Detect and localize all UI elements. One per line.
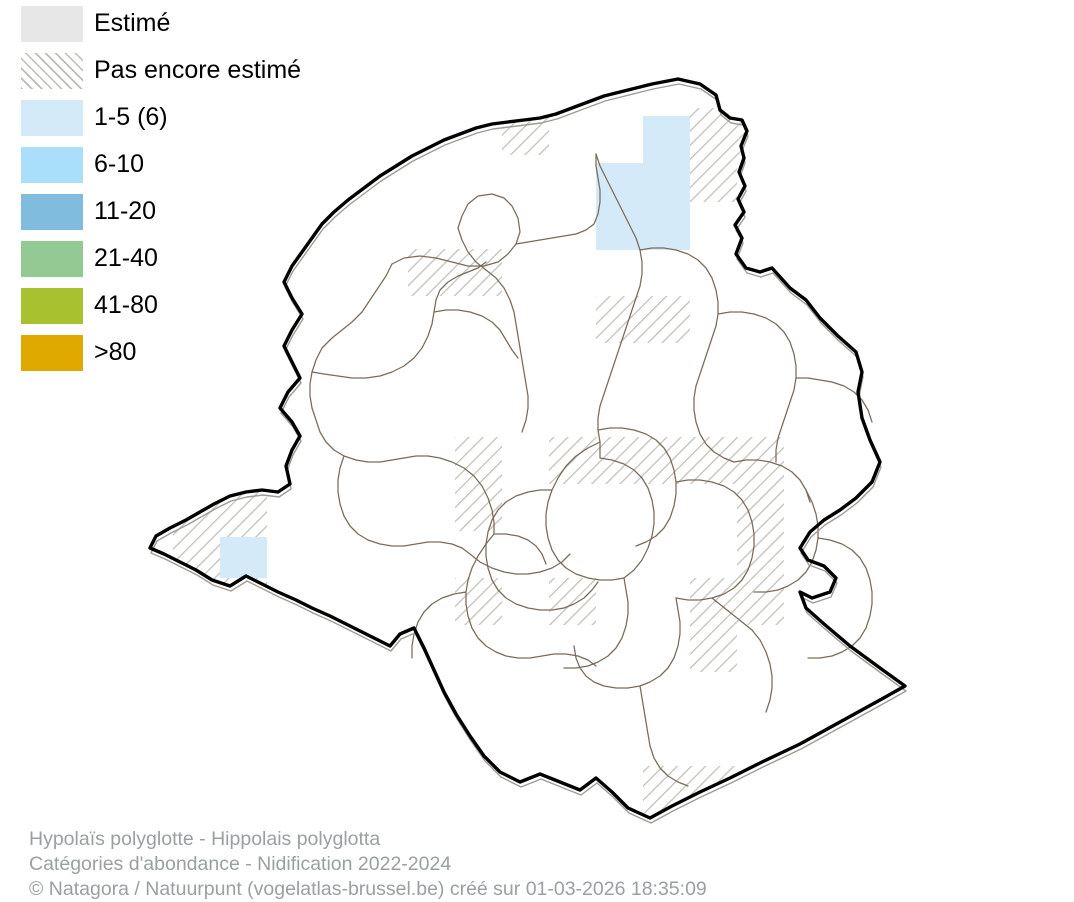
map-cell-not-estimated [596, 296, 690, 343]
legend-item[interactable]: >80 [0, 329, 330, 376]
map-cell-abundance[interactable] [596, 210, 690, 250]
legend-swatch-over-80 [21, 334, 83, 371]
legend-swatch-6-10 [21, 146, 83, 183]
legend-label: >80 [94, 338, 137, 366]
region-outline [148, 77, 907, 820]
map-cell-not-estimated [502, 108, 549, 155]
map-cell-not-estimated [690, 155, 737, 202]
map-cell-not-estimated [690, 437, 784, 484]
legend-item[interactable]: 41-80 [0, 282, 330, 329]
map-cell-not-estimated [596, 437, 690, 484]
map-cell-not-estimated [643, 766, 737, 813]
legend-item[interactable]: 6-10 [0, 141, 330, 188]
caption-credit: © Natagora / Natuurpunt (vogelatlas-brus… [29, 878, 707, 900]
caption-species-name: Hypolaïs polyglotte - Hippolais polyglot… [29, 828, 381, 850]
legend-swatch-estime [21, 5, 83, 42]
map-cell-not-estimated [455, 437, 502, 531]
legend-label: Pas encore estimé [94, 56, 302, 84]
legend-swatch-1-5 [21, 99, 83, 136]
map-canvas[interactable] [0, 0, 1074, 830]
municipality-boundaries [309, 153, 873, 787]
map-cell-abundance[interactable] [596, 163, 690, 210]
map-cell-abundance[interactable] [643, 116, 690, 163]
legend-label: 6-10 [94, 150, 145, 178]
map-cell-not-estimated [690, 108, 784, 155]
legend-item[interactable]: Estimé [0, 0, 330, 47]
map-cell-abundance[interactable] [220, 537, 267, 578]
legend-label: Estimé [94, 9, 171, 37]
legend-swatch-21-40 [21, 240, 83, 277]
caption-category-period: Catégories d'abondance - Nidification 20… [29, 853, 452, 875]
caption-block: Hypolaïs polyglotte - Hippolais polyglot… [29, 827, 1049, 902]
legend-swatch-11-20 [21, 193, 83, 230]
brussels-abundance-map[interactable] [0, 0, 1074, 830]
legend-label: 11-20 [94, 197, 157, 225]
filled-cells-layer [220, 116, 690, 578]
legend-item[interactable]: 21-40 [0, 235, 330, 282]
legend: Estimé Pas encore estimé 1-5 (6) 6-10 11… [0, 0, 330, 376]
map-cell-not-estimated [455, 578, 502, 625]
map-cell-not-estimated [737, 484, 784, 578]
map-cell-not-estimated [737, 578, 784, 625]
legend-item[interactable]: 1-5 (6) [0, 94, 330, 141]
legend-swatch-41-80 [21, 287, 83, 324]
legend-swatch-pas-encore-estime [21, 52, 83, 89]
map-cell-not-estimated [690, 578, 737, 672]
legend-label: 41-80 [94, 291, 158, 319]
legend-label: 21-40 [94, 244, 158, 272]
map-cell-not-estimated [549, 437, 596, 484]
legend-item[interactable]: 11-20 [0, 188, 330, 235]
legend-item[interactable]: Pas encore estimé [0, 47, 330, 94]
map-cell-not-estimated [549, 578, 596, 625]
legend-label: 1-5 (6) [94, 103, 168, 131]
